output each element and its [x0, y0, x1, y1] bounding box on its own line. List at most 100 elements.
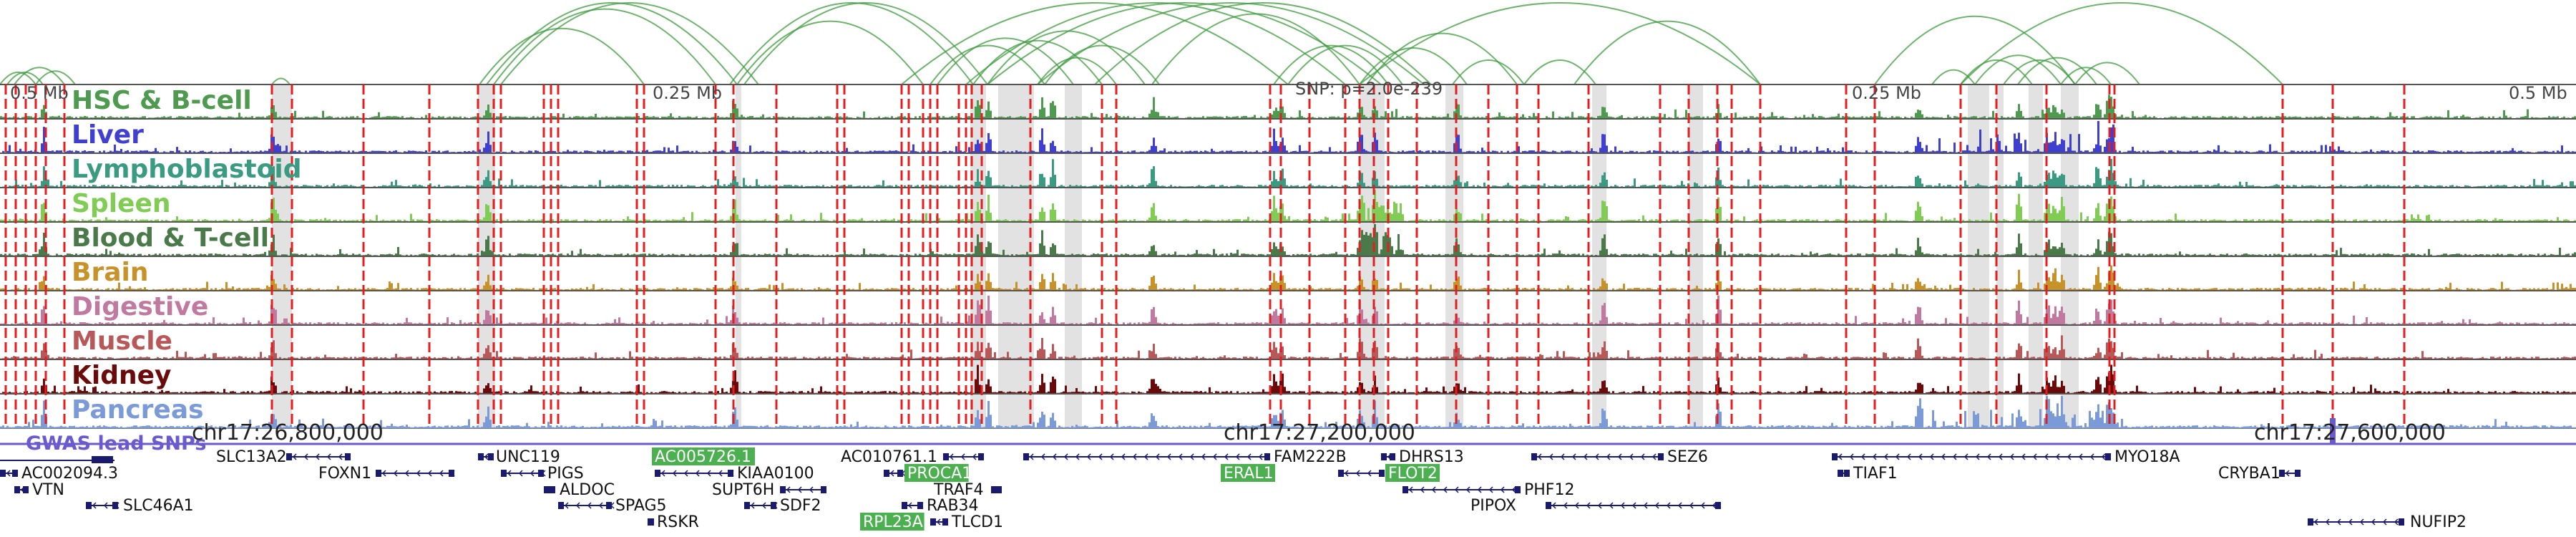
track-label: Kidney: [72, 361, 172, 390]
interaction-loop: [1960, 2, 2283, 85]
gene-label: TLCD1: [951, 513, 1003, 531]
gene-pigs[interactable]: PIGS: [501, 465, 584, 483]
interaction-loop: [493, 8, 716, 85]
gene-nufip2[interactable]: NUFIP2: [2308, 513, 2467, 531]
gene-tlcd1[interactable]: TLCD1: [930, 513, 1003, 531]
interaction-loop: [1037, 2, 1425, 85]
gene-sdf2[interactable]: SDF2: [744, 497, 821, 515]
gene-sez6[interactable]: SEZ6: [1531, 448, 1708, 466]
gene-label: RSKR: [657, 513, 699, 531]
gene-rpl23a[interactable]: RPL23A: [860, 513, 924, 531]
gene-spag5[interactable]: SPAG5: [558, 497, 667, 515]
gene-proca1[interactable]: PROCA1: [884, 464, 972, 483]
gene-label: ERAL1: [1224, 465, 1274, 483]
coordinate-label-1: chr17:26,800,000: [192, 420, 384, 445]
track-signal: [0, 396, 2576, 428]
gene-annotation-track: SLC13A2 UNC119 AC005726.1 AC010761.1 FAM222B…: [0, 448, 2467, 531]
gene-unc119[interactable]: UNC119: [478, 448, 560, 466]
gene-label: SPAG5: [615, 497, 667, 515]
track-label: Brain: [72, 258, 148, 287]
interaction-loop: [1037, 57, 1117, 85]
interaction-loop: [743, 2, 988, 85]
gene-supt6h[interactable]: SUPT6H: [712, 481, 826, 499]
gene-label: CRYBA1: [2218, 465, 2280, 483]
track-labels: HSC & B-cell Liver Lymphoblastoid Spleen Blo…: [72, 86, 302, 425]
track-label: Blood & T-cell: [72, 223, 269, 253]
coordinate-label-2: chr17:27,200,000: [1224, 420, 1415, 445]
interaction-loop: [2060, 67, 2112, 85]
track-lymphoblastoid: [0, 153, 2576, 188]
snp-marker-lines: [4, 84, 2406, 428]
track-signal: [0, 295, 2576, 325]
interaction-loop: [35, 70, 76, 85]
gene-label: NUFIP2: [2410, 513, 2467, 531]
track-label: HSC & B-cell: [72, 86, 252, 115]
gene-label: FOXN1: [318, 465, 371, 483]
gene-eral1[interactable]: ERAL1: [1221, 464, 1275, 483]
gene-rskr[interactable]: RSKR: [648, 513, 699, 531]
gene-label: RAB34: [927, 497, 979, 515]
gene-label: AC010761.1: [841, 448, 937, 466]
gene-label: VTN: [32, 481, 64, 499]
gene-dhrs13[interactable]: DHRS13: [1381, 448, 1464, 466]
gene-pipox[interactable]: PIPOX: [1470, 497, 1721, 515]
track-signal: [0, 121, 2576, 153]
gene-tiaf1[interactable]: TIAF1: [1838, 465, 1898, 483]
gene-slc46a1[interactable]: SLC46A1: [86, 497, 194, 515]
interaction-loop: [729, 2, 974, 85]
track-signal: [0, 335, 2576, 359]
gene-highlight-box: [1385, 464, 1440, 482]
gene-vtn[interactable]: VTN: [14, 481, 64, 499]
gene-slc13a2[interactable]: SLC13A2: [216, 448, 351, 466]
gene-phf12[interactable]: PHF12: [1402, 481, 1574, 499]
gene-label: SDF2: [780, 497, 821, 515]
interaction-loop: [1359, 47, 1468, 85]
gene-ac010761-1[interactable]: AC010761.1: [841, 448, 984, 466]
gene-traf4[interactable]: TRAF4: [933, 481, 1002, 499]
gene-foxn1[interactable]: FOXN1: [318, 465, 455, 483]
gene-label: FAM222B: [1274, 448, 1347, 466]
gwas-lead-snps-track: GWAS lead SNPs: [0, 418, 2576, 455]
gene-cryba1[interactable]: CRYBA1: [2218, 465, 2301, 483]
interaction-loop: [965, 2, 1346, 85]
gene-label: PIGS: [547, 465, 584, 483]
interaction-loop: [930, 44, 1045, 85]
gene-kiaa0100[interactable]: KIAA0100: [655, 465, 814, 483]
track-blood-t-cell: [0, 221, 2576, 257]
gene-rab34[interactable]: RAB34: [902, 497, 979, 515]
gene-label: AC002094.3: [21, 465, 118, 483]
interaction-loop: [14, 67, 65, 85]
track-digestive: [0, 290, 2576, 326]
gwas-track-label: GWAS lead SNPs: [26, 432, 206, 455]
signal-tracks: [0, 84, 2576, 429]
gene-label: TRAF4: [933, 481, 984, 499]
scale-label-right: 0.5 Mb: [2509, 83, 2567, 103]
interaction-loop: [987, 30, 1146, 85]
gene-label: SEZ6: [1667, 448, 1708, 466]
interaction-loop: [736, 20, 924, 85]
gene-label: UNC119: [496, 448, 560, 466]
gene-label: PIPOX: [1470, 497, 1516, 515]
gene-fam222b[interactable]: FAM222B: [1023, 448, 1347, 466]
interaction-loop: [1574, 20, 1761, 85]
gene-label: SLC46A1: [123, 497, 194, 515]
interaction-loop: [2017, 57, 2097, 85]
interaction-loop: [1523, 59, 1596, 85]
interaction-loop: [1874, 16, 2076, 85]
interaction-loop: [271, 77, 291, 85]
gene-label: MYO18A: [2114, 448, 2180, 466]
gene-ac005726-1[interactable]: AC005726.1: [652, 448, 755, 466]
track-label: Digestive: [72, 292, 208, 321]
gene-aldoc[interactable]: ALDOC: [544, 481, 615, 499]
interaction-loop: [1931, 69, 1976, 85]
track-label: Muscle: [72, 326, 172, 356]
scale-label-snp: SNP: p=2.0e-239: [1295, 79, 1443, 99]
gene-myo18a[interactable]: MYO18A: [1832, 448, 2180, 466]
track-label: Pancreas: [72, 395, 204, 425]
interaction-loop: [1974, 54, 2062, 85]
track-signal: [0, 190, 2576, 222]
gene-flot2[interactable]: FLOT2: [1338, 464, 1440, 483]
interaction-loop: [0, 72, 36, 85]
gene-ac002094-3[interactable]: AC002094.3: [0, 465, 118, 483]
